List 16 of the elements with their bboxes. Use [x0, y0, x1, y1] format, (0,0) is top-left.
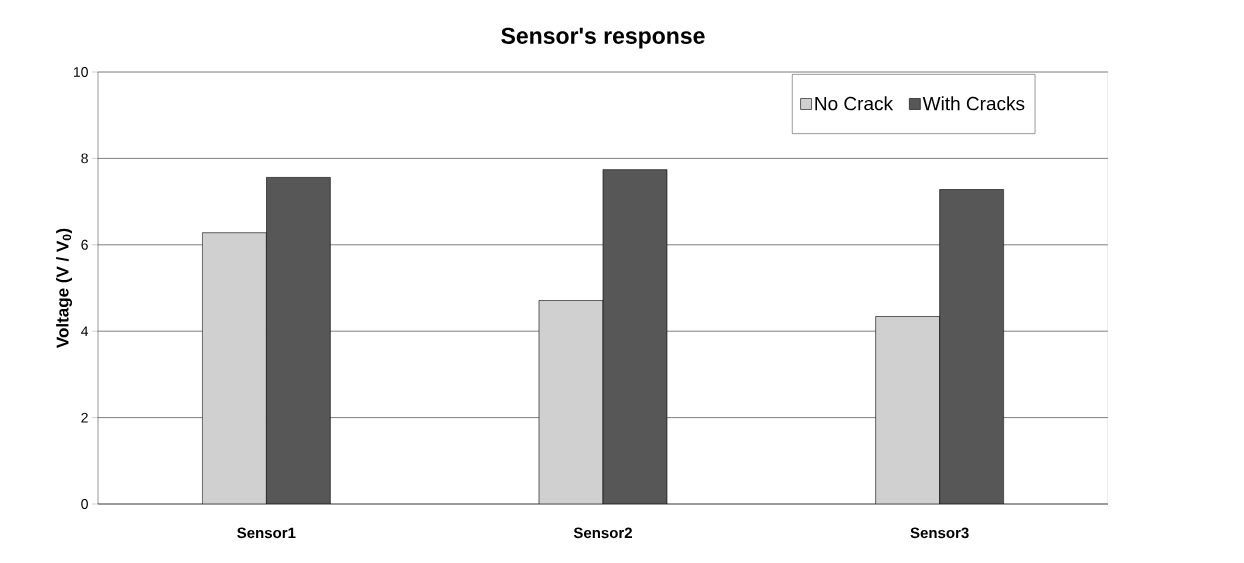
x-tick-label: Sensor3	[910, 527, 969, 539]
legend-label: No Crack	[815, 96, 894, 111]
legend-label: With Cracks	[922, 96, 1025, 111]
bar	[266, 177, 331, 504]
y-axis-title: Voltage (V / V$_{0}$)	[56, 228, 73, 348]
y-tick-label: 4	[81, 326, 89, 337]
y-tick-label: 8	[81, 153, 88, 164]
y-tick-label: 6	[81, 239, 88, 250]
bar	[939, 189, 1004, 504]
y-tick-label: 10	[73, 67, 88, 77]
y-tick-label: 2	[81, 412, 88, 423]
chart-title: Sensor's response	[501, 27, 705, 49]
y-tick-label: 0	[81, 499, 88, 509]
bar	[602, 169, 668, 504]
x-tick-label: Sensor2	[573, 527, 632, 539]
x-tick-label: Sensor1	[237, 527, 296, 539]
